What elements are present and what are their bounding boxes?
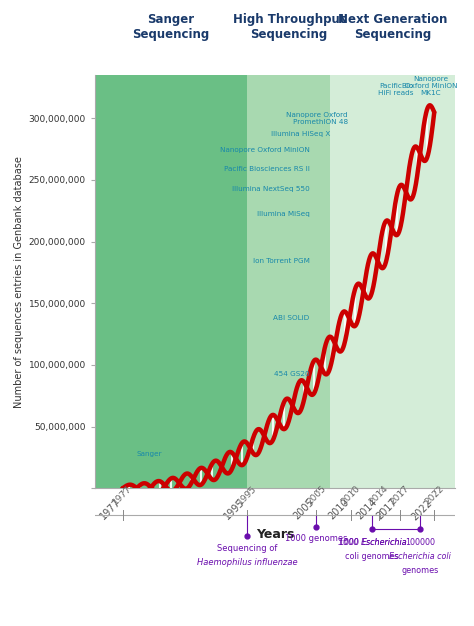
- X-axis label: Years: Years: [256, 528, 294, 540]
- Text: 2017: 2017: [388, 484, 411, 507]
- Text: PacificBio
HiFi reads: PacificBio HiFi reads: [378, 83, 414, 96]
- Text: 454 GS20: 454 GS20: [274, 371, 310, 377]
- Text: Sanger: Sanger: [137, 451, 162, 457]
- Text: 2005: 2005: [305, 484, 328, 507]
- Text: Illumina NextSeq 550: Illumina NextSeq 550: [232, 185, 310, 192]
- Text: 2014: 2014: [368, 485, 390, 507]
- Text: Escherichia coli: Escherichia coli: [390, 552, 451, 561]
- Text: 1000 genomes: 1000 genomes: [285, 534, 348, 543]
- Text: Ion Torrent PGM: Ion Torrent PGM: [253, 259, 310, 264]
- Bar: [95, 75, 247, 488]
- Text: 1977: 1977: [111, 484, 134, 507]
- Text: Nanopore Oxford
PromethION 48: Nanopore Oxford PromethION 48: [286, 112, 347, 125]
- Text: Sanger
Sequencing: Sanger Sequencing: [132, 13, 210, 41]
- Text: Illumina HiSeq X: Illumina HiSeq X: [271, 131, 330, 137]
- Text: Nanopore Oxford MinION: Nanopore Oxford MinION: [219, 147, 310, 153]
- Text: Nanopore
Oxford MinION
MK1C: Nanopore Oxford MinION MK1C: [404, 76, 457, 96]
- Bar: [247, 75, 330, 488]
- Text: Pacific Biosciences RS II: Pacific Biosciences RS II: [224, 166, 310, 172]
- Text: Haemophilus influenzae: Haemophilus influenzae: [197, 558, 298, 567]
- Text: 2022: 2022: [423, 485, 446, 507]
- Text: 1000 Escherichia: 1000 Escherichia: [337, 538, 406, 546]
- Text: ABI SOLiD: ABI SOLiD: [273, 315, 310, 321]
- Text: Escherichia: Escherichia: [362, 538, 407, 546]
- Text: Sequencing of: Sequencing of: [217, 543, 277, 553]
- Text: genomes: genomes: [402, 566, 439, 575]
- Text: Illumina MiSeq: Illumina MiSeq: [257, 212, 310, 217]
- Bar: [330, 75, 455, 488]
- Text: 1000: 1000: [339, 538, 362, 546]
- Text: 1995: 1995: [236, 484, 258, 507]
- Text: Next Generation
Sequencing: Next Generation Sequencing: [338, 13, 447, 41]
- Text: 100000: 100000: [405, 538, 436, 546]
- Text: High Throughput
Sequencing: High Throughput Sequencing: [233, 13, 345, 41]
- Text: coli genomes: coli genomes: [345, 552, 399, 561]
- Y-axis label: Number of sequences entries in Genbank database: Number of sequences entries in Genbank d…: [14, 156, 24, 408]
- Text: 2010: 2010: [340, 484, 363, 507]
